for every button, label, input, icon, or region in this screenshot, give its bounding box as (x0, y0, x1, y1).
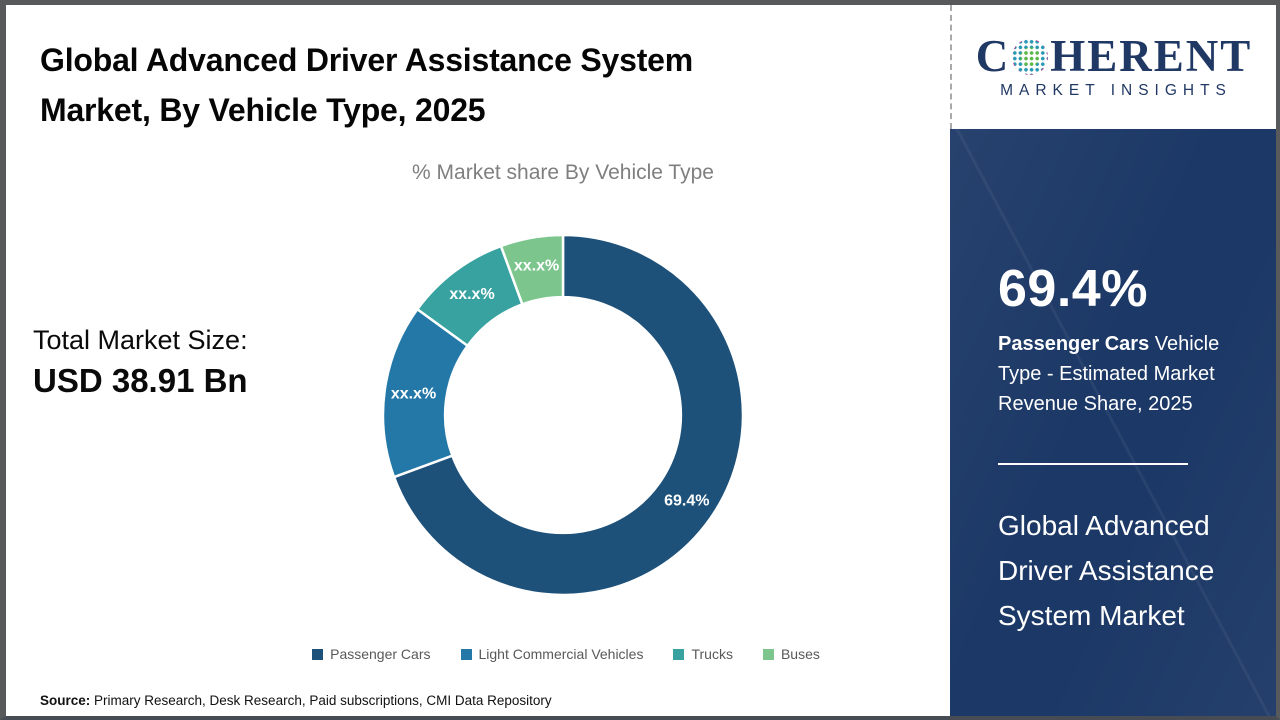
sidebar-stat-description-rest: Vehicle Type - Estimated Market Revenue … (998, 333, 1220, 415)
page-title-line2: Market, By Vehicle Type, 2025 (40, 92, 486, 128)
source-line: Source: Primary Research, Desk Research,… (40, 693, 552, 708)
sidebar-stat-value: 69.4% (998, 260, 1148, 318)
sidebar: 69.4% Passenger Cars Vehicle Type - Esti… (950, 129, 1276, 716)
donut-segment-buses (499, 233, 565, 306)
donut-chart: 69.4% xx.x% xx.x% xx.x% (373, 225, 753, 605)
chart-legend: Passenger Cars Light Commercial Vehicles… (186, 646, 946, 662)
donut-segment-label: 69.4% (664, 493, 709, 510)
legend-swatch-light-commercial-vehicles (460, 648, 472, 660)
legend-item-buses: Buses (762, 646, 820, 662)
legend-swatch-buses (762, 648, 774, 660)
sidebar-divider (998, 463, 1188, 465)
legend-label: Passenger Cars (330, 646, 431, 662)
sidebar-stat-description: Passenger Cars Vehicle Type - Estimated … (998, 329, 1243, 419)
chart-subtitle: % Market share By Vehicle Type (412, 161, 714, 184)
sidebar-stat-description-bold: Passenger Cars (998, 333, 1150, 355)
sidebar-title: Global Advanced Driver Assistance System… (998, 510, 1215, 631)
legend-swatch-passenger-cars (312, 648, 324, 660)
legend-label: Buses (780, 646, 820, 662)
donut-segment-passenger-cars (392, 233, 745, 597)
legend-item-light-commercial-vehicles: Light Commercial Vehicles (460, 646, 644, 662)
donut-segment-label: xx.x% (449, 286, 494, 303)
source-text: Primary Research, Desk Research, Paid su… (90, 693, 552, 708)
page-title: Global Advanced Driver Assistance System… (40, 35, 900, 135)
donut-segment-label: xx.x% (391, 385, 436, 402)
total-market-label: Total Market Size: (33, 325, 248, 355)
brand-tagline: MARKET INSIGHTS (1000, 82, 1232, 99)
source-label: Source: (40, 693, 91, 708)
legend-swatch-trucks (673, 648, 685, 660)
total-market-value: USD 38.91 Bn (33, 362, 248, 399)
total-market-size: Total Market Size: USD 38.91 Bn (33, 325, 248, 400)
globe-dots-icon (1012, 38, 1049, 75)
brand-letter-c: C (975, 31, 1011, 81)
legend-item-trucks: Trucks (673, 646, 733, 662)
legend-label: Trucks (691, 646, 733, 662)
legend-label: Light Commercial Vehicles (478, 646, 644, 662)
brand-wordmark: C HERENT (976, 34, 1253, 79)
donut-segment-label: xx.x% (514, 258, 559, 275)
page-title-line1: Global Advanced Driver Assistance System (40, 42, 694, 78)
donut-chart-svg: 69.4% xx.x% xx.x% xx.x% (381, 233, 745, 597)
legend-item-passenger-cars: Passenger Cars (312, 646, 431, 662)
brand-letters-rest: HERENT (1050, 31, 1253, 81)
brand-logo: C HERENT MARKET INSIGHTS (950, 5, 1276, 129)
